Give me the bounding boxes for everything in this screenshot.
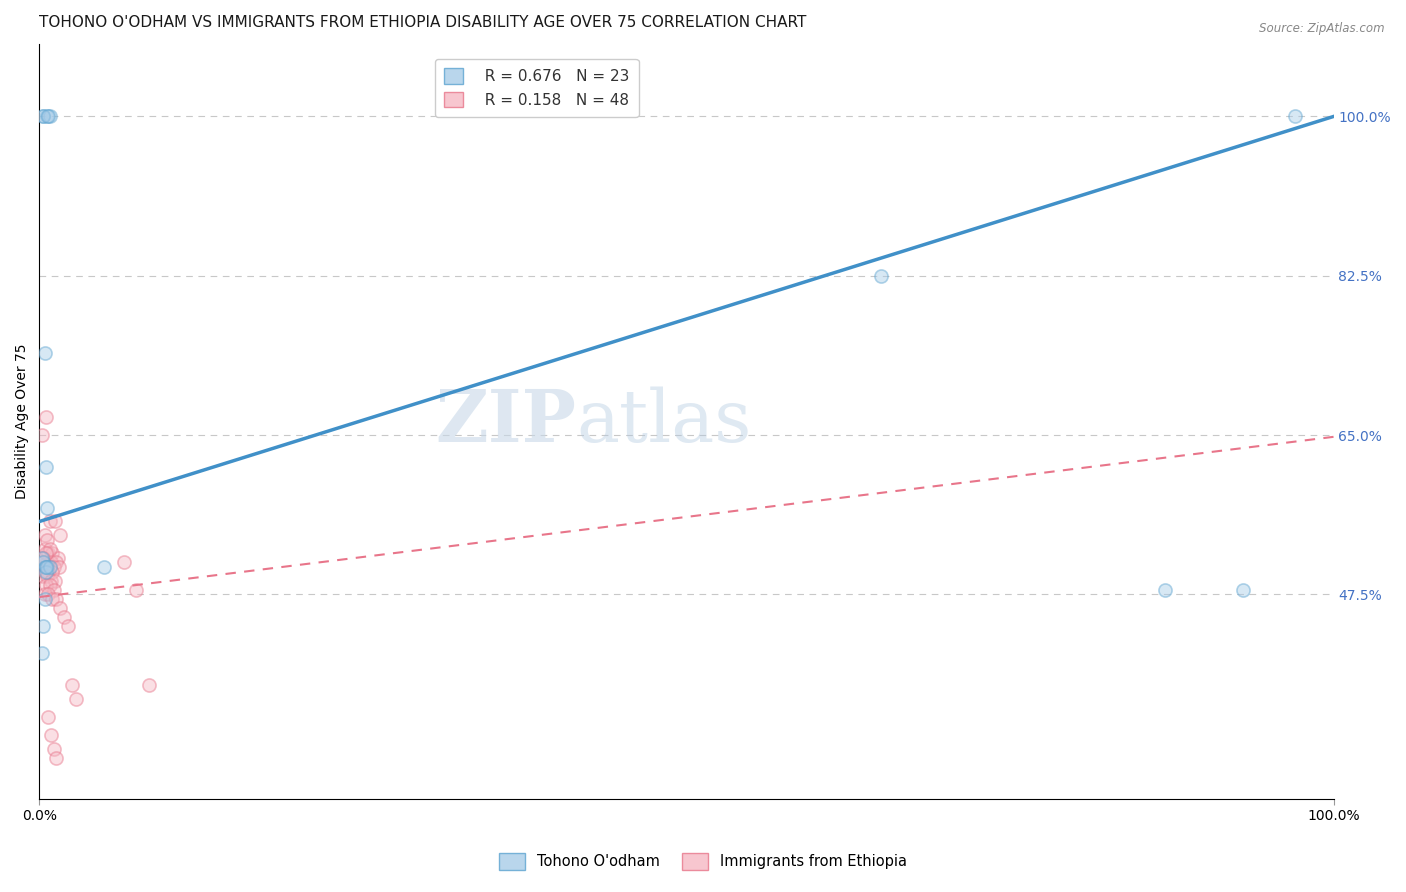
Point: [1154, 582, 1177, 597]
Point: [34, 565, 56, 579]
Point: [37, 587, 59, 601]
Point: [37, 710, 59, 724]
Point: [31, 647, 53, 661]
Point: [32, 110, 55, 124]
Point: [41, 565, 63, 579]
Point: [32, 569, 55, 583]
Point: [125, 582, 148, 597]
Point: [60, 678, 83, 692]
Point: [35, 565, 58, 579]
Point: [38, 515, 60, 529]
Point: [37, 533, 59, 547]
Point: [38, 560, 60, 574]
Text: atlas: atlas: [576, 386, 752, 457]
Point: [37, 569, 59, 583]
Point: [869, 268, 891, 283]
Point: [39, 574, 62, 588]
Point: [49, 528, 72, 542]
Point: [38, 541, 60, 556]
Point: [42, 560, 65, 574]
Point: [44, 574, 66, 588]
Point: [37, 500, 59, 515]
Legend: Tohono O'odham, Immigrants from Ethiopia: Tohono O'odham, Immigrants from Ethiopia: [494, 847, 912, 876]
Point: [45, 751, 67, 765]
Point: [34, 560, 56, 574]
Point: [35, 409, 58, 424]
Point: [41, 546, 63, 560]
Point: [37, 546, 59, 560]
Point: [39, 556, 62, 570]
Point: [41, 591, 63, 606]
Point: [37, 565, 59, 579]
Point: [44, 515, 66, 529]
Point: [34, 591, 56, 606]
Point: [34, 346, 56, 360]
Point: [112, 556, 135, 570]
Text: Source: ZipAtlas.com: Source: ZipAtlas.com: [1260, 22, 1385, 36]
Point: [65, 692, 87, 706]
Point: [37, 110, 59, 124]
Point: [53, 610, 76, 624]
Point: [38, 110, 60, 124]
Text: TOHONO O'ODHAM VS IMMIGRANTS FROM ETHIOPIA DISABILITY AGE OVER 75 CORRELATION CH: TOHONO O'ODHAM VS IMMIGRANTS FROM ETHIOP…: [39, 15, 807, 30]
Point: [46, 550, 69, 565]
Point: [37, 556, 59, 570]
Legend:   R = 0.676   N = 23,   R = 0.158   N = 48: R = 0.676 N = 23, R = 0.158 N = 48: [436, 59, 638, 117]
Point: [1284, 110, 1306, 124]
Point: [34, 587, 56, 601]
Point: [45, 556, 67, 570]
Point: [37, 110, 59, 124]
Point: [35, 560, 58, 574]
Point: [49, 601, 72, 615]
Point: [39, 728, 62, 742]
Point: [48, 560, 70, 574]
Point: [38, 578, 60, 592]
Point: [31, 550, 53, 565]
Point: [32, 556, 55, 570]
Point: [31, 428, 53, 442]
Y-axis label: Disability Age Over 75: Disability Age Over 75: [15, 343, 30, 500]
Point: [32, 110, 55, 124]
Point: [42, 742, 65, 756]
Point: [93, 560, 115, 574]
Text: ZIP: ZIP: [436, 386, 576, 457]
Point: [34, 541, 56, 556]
Point: [35, 560, 58, 574]
Point: [56, 619, 79, 633]
Point: [35, 546, 58, 560]
Point: [32, 550, 55, 565]
Point: [34, 528, 56, 542]
Point: [45, 591, 67, 606]
Point: [35, 459, 58, 474]
Point: [32, 556, 55, 570]
Point: [38, 560, 60, 574]
Point: [35, 578, 58, 592]
Point: [138, 678, 160, 692]
Point: [42, 582, 65, 597]
Point: [1232, 582, 1254, 597]
Point: [37, 560, 59, 574]
Point: [32, 619, 55, 633]
